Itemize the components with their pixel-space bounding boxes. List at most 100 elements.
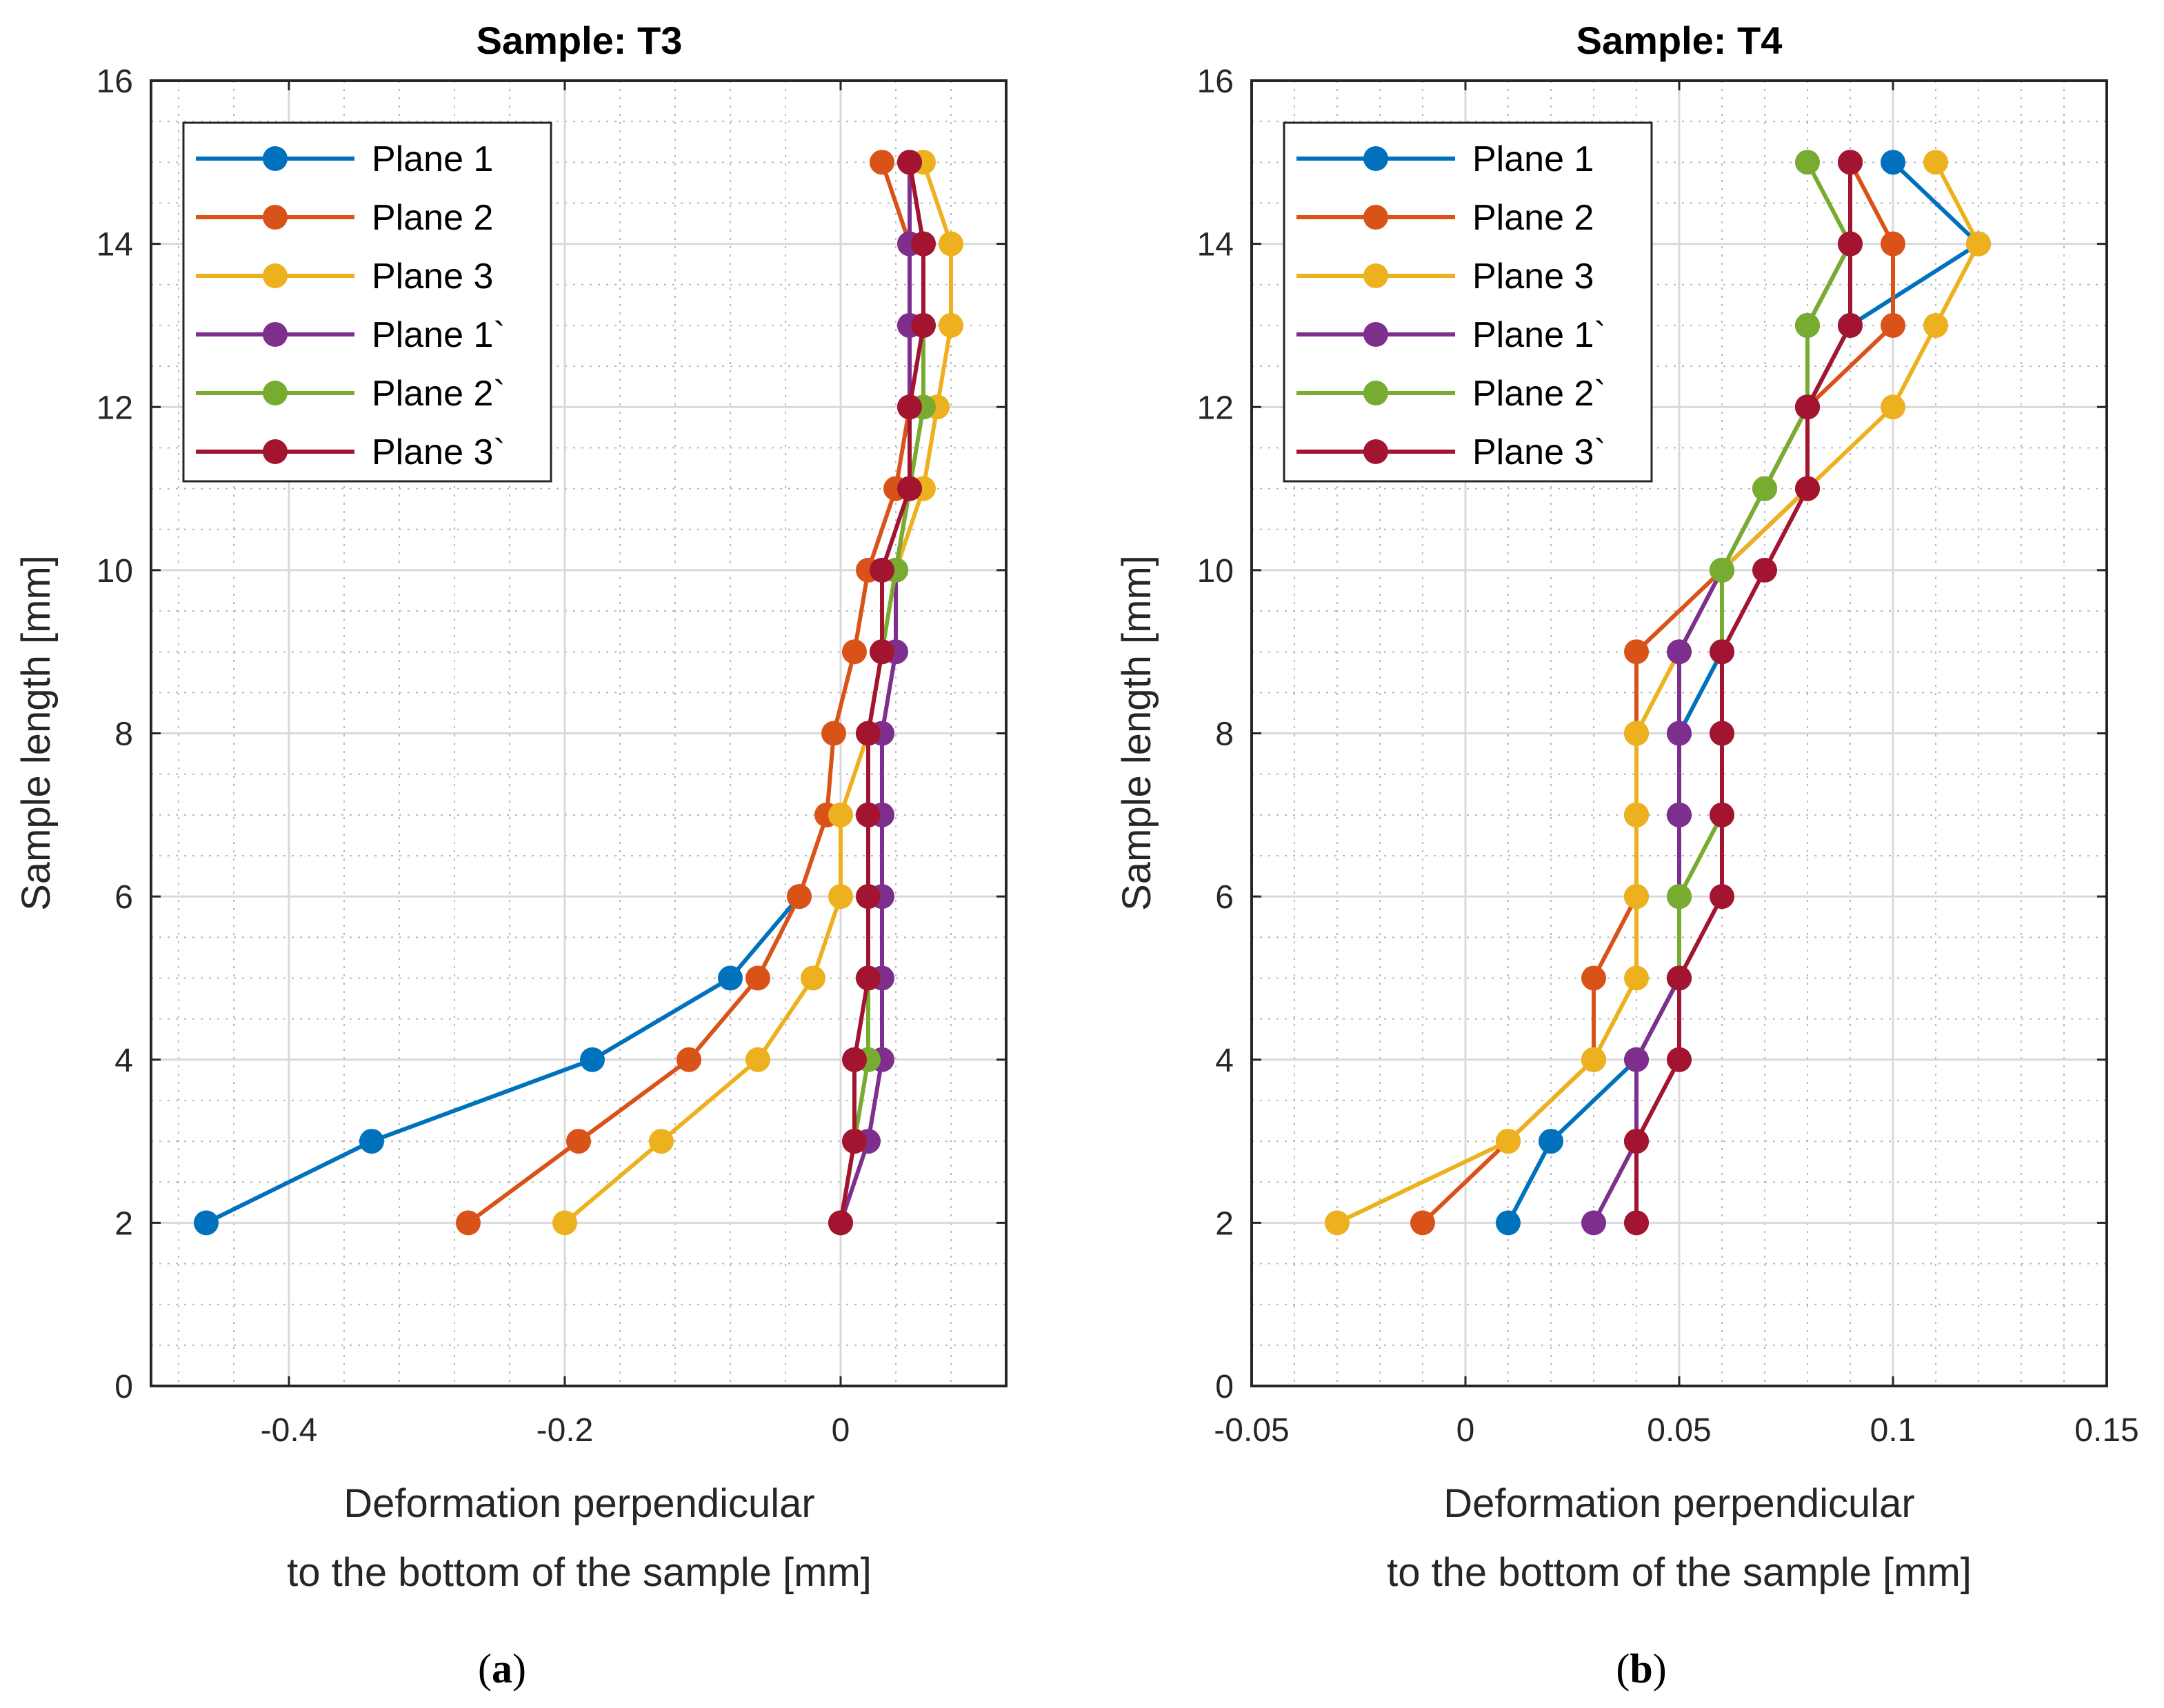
data-point-plane-3-prime	[856, 965, 881, 991]
data-point-plane-3	[828, 802, 853, 827]
legend-marker-plane-2	[1363, 205, 1388, 230]
ticks-a: -0.4 -0.2 0 0 2 4 6 8 10 12 14 16	[97, 63, 1006, 1449]
panel-label-b-letter: b	[1630, 1646, 1652, 1691]
data-point-plane-3-prime	[1667, 1047, 1692, 1072]
legend-marker-plane-3-prime	[1363, 439, 1388, 464]
x-axis-label-b-line2: to the bottom of the sample [mm]	[1387, 1550, 1972, 1595]
legend-marker-plane-2-prime	[1363, 381, 1388, 405]
panel-label-a-open: (	[478, 1646, 492, 1691]
series-line-plane-3-prime	[1634, 162, 1852, 1223]
y-tick-label: 8	[114, 716, 133, 753]
data-point-plane-1-prime	[1581, 1210, 1606, 1236]
data-point-plane-3-prime	[828, 1210, 853, 1236]
series-line-plane-2	[1421, 161, 1895, 1225]
y-axis-label-a: Sample length [mm]	[14, 555, 59, 911]
data-point-plane-2	[1624, 639, 1649, 665]
x-tick-label: -0.2	[537, 1412, 594, 1449]
panel-label-b-close: )	[1653, 1646, 1667, 1691]
legend-label-plane-2: Plane 2	[372, 198, 493, 238]
data-point-plane-3	[1624, 802, 1649, 827]
data-point-plane-2	[870, 150, 894, 175]
legend-marker-plane-1	[263, 146, 288, 171]
data-point-plane-3	[649, 1129, 674, 1154]
data-point-plane-3	[1624, 721, 1649, 746]
data-point-plane-3	[1581, 1047, 1606, 1072]
data-point-plane-3-prime	[1795, 476, 1820, 501]
data-point-plane-2	[842, 639, 867, 665]
panel-label-a-close: )	[512, 1646, 526, 1691]
data-point-plane-3-prime	[1624, 1210, 1649, 1236]
data-point-plane-3	[552, 1210, 577, 1236]
data-point-plane-3-prime	[856, 802, 881, 827]
data-point-plane-1	[359, 1129, 384, 1154]
legend-label-plane-3-prime: Plane 3`	[1472, 432, 1606, 472]
data-point-plane-3-prime	[1795, 394, 1820, 420]
x-axis-label-a-line2: to the bottom of the sample [mm]	[287, 1550, 872, 1595]
x-tick-label: 0	[832, 1412, 850, 1449]
legend-items-a: Plane 1 Plane 2 Plane 3 Plane 1` Plane 2` Pla…	[196, 139, 505, 472]
x-axis-label-b-line1: Deformation perpendicular	[1443, 1481, 1914, 1526]
y-tick-label: 2	[1215, 1205, 1234, 1242]
legend-label-plane-1-prime: Plane 1`	[372, 315, 505, 355]
data-point-plane-3-prime	[1710, 639, 1734, 665]
data-point-plane-1	[194, 1210, 219, 1236]
legend-marker-plane-1-prime	[263, 322, 288, 347]
data-point-plane-3-prime	[1667, 965, 1692, 991]
y-tick-label: 2	[114, 1205, 133, 1242]
data-point-plane-3-prime	[911, 312, 936, 338]
data-point-plane-2	[1410, 1210, 1435, 1236]
data-point-plane-1	[1539, 1129, 1563, 1154]
panel-label-b: (b)	[1616, 1646, 1666, 1691]
y-tick-label: 4	[114, 1043, 133, 1079]
data-point-plane-1	[1881, 150, 1905, 175]
data-point-plane-3-prime	[1752, 557, 1777, 583]
series-b	[1325, 150, 1991, 1236]
y-tick-label: 12	[1197, 390, 1234, 426]
series-line-plane-1-prime	[839, 162, 912, 1224]
data-point-plane-3-prime	[1838, 150, 1863, 175]
legend-label-plane-3: Plane 3	[372, 257, 493, 297]
x-axis-label-a-line1: Deformation perpendicular	[343, 1481, 814, 1526]
legend-label-plane-2: Plane 2	[1472, 198, 1594, 238]
data-point-plane-3	[745, 1047, 770, 1072]
y-tick-label: 12	[97, 390, 133, 426]
data-point-plane-1-prime	[1667, 802, 1692, 827]
series-line-plane-3-prime	[839, 161, 925, 1223]
legend-marker-plane-3-prime	[263, 439, 288, 464]
data-point-plane-2	[787, 884, 812, 910]
y-tick-label: 16	[1197, 63, 1234, 100]
data-point-plane-2	[566, 1129, 591, 1154]
data-point-plane-3	[828, 884, 853, 910]
legend-marker-plane-1	[1363, 146, 1388, 171]
data-point-plane-3-prime	[870, 557, 894, 583]
x-tick-label: 0.15	[2074, 1412, 2138, 1449]
legend-items-b: Plane 1 Plane 2 Plane 3 Plane 1` Plane 2` Pla…	[1296, 139, 1606, 472]
y-tick-label: 10	[97, 553, 133, 590]
data-point-plane-2	[677, 1047, 701, 1072]
data-point-plane-3-prime	[897, 150, 922, 175]
x-tick-label: -0.4	[261, 1412, 318, 1449]
legend-label-plane-3-prime: Plane 3`	[372, 432, 505, 472]
chart-title-b: Sample: T4	[1576, 19, 1783, 62]
data-point-plane-3	[1881, 394, 1905, 420]
y-tick-label: 8	[1215, 716, 1234, 753]
data-point-plane-3-prime	[897, 476, 922, 501]
y-tick-label: 6	[114, 879, 133, 916]
y-tick-label: 0	[114, 1369, 133, 1405]
data-point-plane-2-prime	[1667, 884, 1692, 910]
data-point-plane-3	[1923, 150, 1948, 175]
legend-label-plane-2-prime: Plane 2`	[372, 374, 505, 414]
x-tick-label: 0.05	[1647, 1412, 1711, 1449]
y-tick-label: 0	[1215, 1369, 1234, 1405]
chart-panel-a: -0.4 -0.2 0 0 2 4 6 8 10 12 14 16 Sample: T3 Deform…	[14, 19, 1008, 1691]
data-point-plane-2	[821, 721, 846, 746]
data-point-plane-1	[1496, 1210, 1521, 1236]
chart-title-a: Sample: T3	[477, 19, 683, 62]
y-tick-label: 10	[1197, 553, 1234, 590]
data-point-plane-3	[1966, 231, 1991, 257]
data-point-plane-1-prime	[1667, 721, 1692, 746]
legend-marker-plane-2	[263, 205, 288, 230]
y-tick-label: 4	[1215, 1043, 1234, 1079]
legend-label-plane-3: Plane 3	[1472, 257, 1594, 297]
